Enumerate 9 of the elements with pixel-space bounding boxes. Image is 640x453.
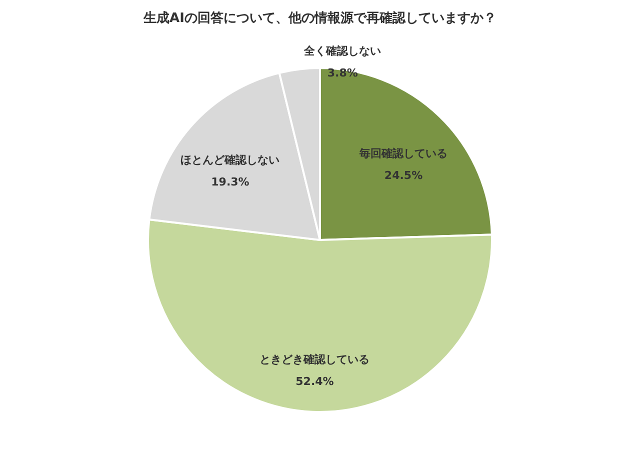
chart-title: 生成AIの回答について、他の情報源で再確認していますか？ [142, 10, 496, 26]
data-label: 24.5% [384, 168, 423, 182]
slice-label: 毎回確認している [358, 146, 448, 160]
data-label: 3.8% [327, 66, 358, 80]
data-label: 52.4% [296, 374, 334, 388]
slice-label: ときどき確認している [260, 352, 370, 366]
slice-label: 全く確認しない [303, 44, 382, 58]
data-label: 19.3% [211, 175, 250, 188]
slice-label: ほとんど確認しない [180, 153, 280, 166]
